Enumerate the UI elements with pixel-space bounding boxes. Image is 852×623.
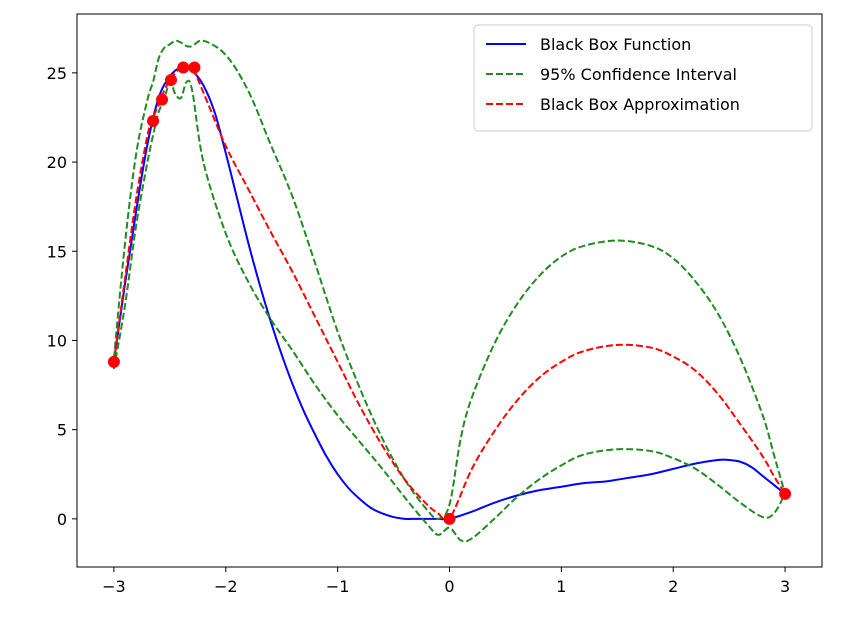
y-tick-label: 10 <box>47 331 67 350</box>
y-tick-label: 20 <box>47 153 67 172</box>
x-tick-label: 2 <box>668 577 678 596</box>
y-tick-label: 5 <box>57 421 67 440</box>
sample-point <box>177 61 190 74</box>
sample-point <box>188 61 201 74</box>
legend-box <box>473 24 813 132</box>
black-box-function-line <box>112 66 786 521</box>
legend-label: Black Box Function <box>540 35 691 54</box>
legend-label: 95% Confidence Interval <box>540 65 737 84</box>
sample-point <box>147 115 160 128</box>
sample-point <box>164 74 177 87</box>
sample-point <box>107 355 120 368</box>
sample-point <box>779 487 792 500</box>
y-tick-label: 0 <box>57 510 67 529</box>
y-tick-label: 15 <box>47 242 67 261</box>
y-axis-ticks: 0 5 10 15 20 25 <box>47 64 77 529</box>
chart-points <box>107 61 792 525</box>
confidence-interval-upper-line <box>112 39 787 520</box>
black-box-approximation-line <box>112 64 786 523</box>
x-tick-label: −3 <box>102 577 126 596</box>
x-tick-label: −2 <box>214 577 238 596</box>
legend-label: Black Box Approximation <box>540 95 740 114</box>
confidence-interval-lower-line <box>112 79 786 543</box>
x-tick-label: 3 <box>780 577 790 596</box>
x-tick-label: 0 <box>444 577 454 596</box>
sample-point <box>443 512 456 525</box>
x-tick-label: 1 <box>556 577 566 596</box>
chart-lines <box>112 39 787 543</box>
y-tick-label: 25 <box>47 64 67 83</box>
x-axis-ticks: −3 −2 −1 0 1 2 3 <box>102 567 790 596</box>
x-tick-label: −1 <box>326 577 350 596</box>
sample-point <box>156 93 169 106</box>
legend: Black Box Function 95% Confidence Interva… <box>473 24 813 132</box>
